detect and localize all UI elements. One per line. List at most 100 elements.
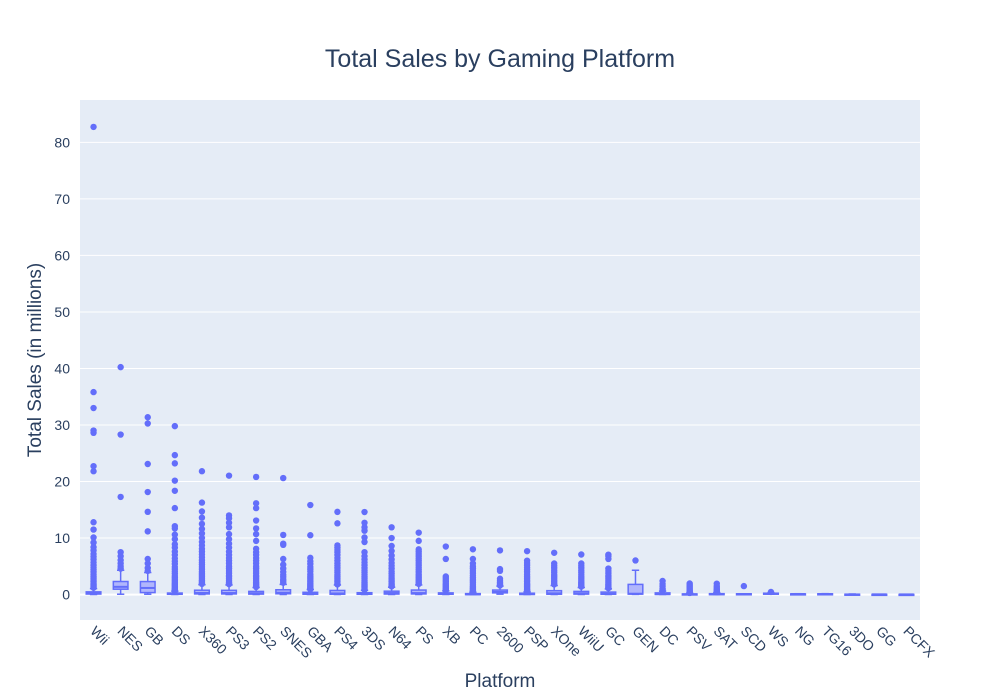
outlier-point: [171, 504, 179, 512]
outlier-point: [523, 587, 531, 595]
x-tick-label: N64: [385, 623, 415, 653]
box-PC: [464, 546, 481, 596]
outlier-point: [578, 551, 585, 558]
outlier-point: [361, 519, 368, 526]
outlier-point: [523, 547, 531, 555]
outlier-point: [225, 530, 233, 538]
y-tick-label: 80: [54, 134, 70, 150]
x-tick-label: SAT: [711, 623, 741, 653]
outlier-point: [415, 529, 422, 536]
outlier-point: [144, 555, 151, 563]
outlier-point: [90, 519, 97, 526]
grid-lines: [80, 141, 920, 596]
outlier-point: [171, 451, 179, 459]
outlier-point: [171, 525, 179, 532]
x-tick-label: XOne: [548, 623, 585, 660]
box-GB: [139, 414, 156, 595]
outlier-point: [740, 582, 748, 590]
y-tick-label: 20: [54, 474, 70, 490]
box-WiiU: [573, 551, 590, 596]
box-body: [112, 580, 129, 590]
box-TG16: [817, 592, 834, 596]
box-GEN: [627, 557, 644, 596]
outlier-point: [686, 589, 693, 597]
outlier-point: [496, 567, 504, 575]
box-GG: [871, 593, 888, 597]
outlier-point: [144, 460, 151, 468]
outlier-point: [171, 587, 179, 595]
outlier-point: [225, 472, 233, 479]
outlier-point: [171, 422, 179, 430]
outlier-point: [90, 539, 97, 546]
outlier-point: [198, 499, 206, 506]
x-tick-label: PS: [413, 623, 438, 648]
y-tick-label: 30: [54, 417, 70, 433]
outlier-point: [767, 588, 775, 596]
outlier-point: [334, 508, 341, 516]
outlier-point: [90, 534, 97, 541]
box-3DS: [356, 508, 373, 596]
box-N64: [383, 524, 400, 596]
outlier-point: [550, 581, 558, 588]
outlier-point: [361, 586, 368, 593]
outlier-point: [225, 535, 233, 543]
outlier-point: [252, 525, 260, 532]
outlier-point: [117, 565, 124, 572]
outlier-point: [144, 567, 151, 575]
outlier-point: [117, 431, 124, 438]
outlier-point: [605, 555, 612, 563]
box-PS3: [220, 472, 238, 596]
outlier-point: [713, 589, 720, 596]
outlier-point: [225, 524, 233, 531]
box-NES: [112, 363, 129, 595]
box-PSV: [681, 580, 698, 597]
box-XOne: [546, 549, 563, 596]
outlier-point: [144, 414, 151, 421]
x-tick-label: Wii: [87, 623, 112, 648]
outlier-point: [252, 500, 260, 507]
outlier-point: [198, 468, 206, 475]
box-PCFX: [898, 593, 915, 597]
outlier-point: [252, 517, 260, 524]
outlier-point: [388, 547, 395, 555]
box-SAT: [708, 580, 725, 596]
outlier-point: [388, 583, 395, 590]
outlier-point: [388, 524, 395, 531]
outlier-point: [334, 520, 341, 527]
outlier-point: [280, 531, 287, 539]
outlier-point: [334, 581, 341, 588]
outlier-point: [171, 531, 179, 538]
box-DC: [654, 577, 671, 596]
outlier-point: [361, 508, 368, 516]
outlier-point: [442, 555, 450, 563]
outlier-point: [90, 468, 97, 475]
y-tick-label: 0: [62, 587, 70, 603]
outlier-point: [307, 501, 314, 509]
x-tick-label: PC: [467, 623, 492, 648]
outlier-point: [171, 535, 179, 543]
outlier-point: [605, 584, 612, 592]
outlier-point: [496, 582, 504, 589]
y-tick-label: 40: [54, 360, 70, 376]
box-WS: [762, 588, 780, 596]
box-GBA: [302, 501, 319, 596]
box-DS: [166, 422, 183, 596]
outlier-point: [225, 580, 233, 588]
outlier-point: [280, 579, 287, 586]
outlier-point: [469, 555, 477, 563]
x-tick-label: PSV: [684, 623, 716, 655]
outlier-point: [90, 388, 97, 396]
y-tick-label: 60: [54, 247, 70, 263]
box-X360: [193, 468, 211, 596]
plot-background: [80, 100, 920, 620]
outlier-point: [578, 583, 585, 590]
box-Wii: [85, 123, 102, 596]
x-tick-label: NG: [792, 623, 818, 649]
outlier-point: [307, 532, 314, 539]
chart-title: Total Sales by Gaming Platform: [325, 45, 675, 73]
outlier-point: [550, 549, 558, 556]
outlier-point: [90, 584, 97, 591]
outlier-point: [90, 123, 97, 131]
outlier-point: [361, 527, 368, 534]
